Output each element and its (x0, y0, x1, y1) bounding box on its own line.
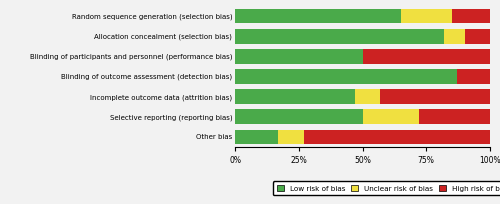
Bar (304, 130, 490, 144)
Bar (235, 130, 279, 144)
Legend: Low risk of bias, Unclear risk of bias, High risk of bias: Low risk of bias, Unclear risk of bias, … (273, 182, 500, 195)
Bar (452, 9, 490, 23)
Bar (235, 89, 355, 104)
Bar (362, 110, 418, 124)
Bar (362, 49, 490, 64)
Bar (235, 29, 444, 43)
Bar (401, 9, 452, 23)
Bar (418, 110, 490, 124)
Bar (235, 49, 362, 64)
Bar (355, 89, 380, 104)
Bar (444, 29, 464, 43)
Bar (235, 69, 457, 84)
Bar (278, 130, 304, 144)
Bar (235, 9, 401, 23)
Bar (457, 69, 490, 84)
Bar (464, 29, 490, 43)
Bar (380, 89, 490, 104)
Bar (235, 110, 362, 124)
